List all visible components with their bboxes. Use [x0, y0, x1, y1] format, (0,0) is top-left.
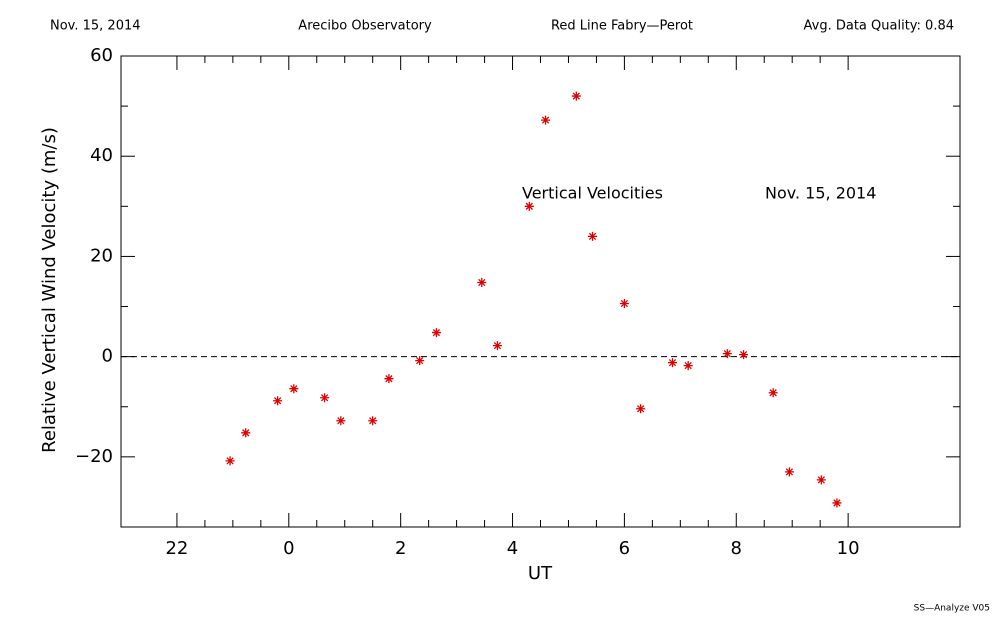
y-tick-label: 60 — [90, 45, 113, 66]
data-point — [832, 498, 842, 508]
data-point — [816, 475, 826, 485]
data-point — [588, 231, 598, 241]
x-tick-label: 10 — [837, 538, 860, 559]
data-point — [225, 456, 235, 466]
plot-frame — [120, 55, 961, 528]
data-point — [784, 467, 794, 477]
x-tick-label: 0 — [283, 538, 294, 559]
x-tick-label: 2 — [395, 538, 406, 559]
data-point — [384, 374, 394, 384]
data-point — [273, 396, 283, 406]
data-point — [431, 328, 441, 338]
x-tick-label: 8 — [731, 538, 742, 559]
data-point — [571, 91, 581, 101]
y-tick-label: −20 — [75, 446, 113, 467]
x-tick-label: 4 — [507, 538, 518, 559]
data-point — [668, 358, 678, 368]
data-point — [683, 361, 693, 371]
y-axis-label: Relative Vertical Wind Velocity (m/s) — [39, 127, 60, 453]
data-point — [722, 349, 732, 359]
header-instrument: Red Line Fabry—Perot — [551, 19, 693, 34]
header-site: Arecibo Observatory — [298, 19, 432, 34]
data-point — [492, 341, 502, 351]
data-point — [320, 393, 330, 403]
data-point — [541, 115, 551, 125]
footer: SS—Analyze V05 — [914, 604, 990, 614]
data-point — [739, 350, 749, 360]
x-tick-label: 6 — [619, 538, 630, 559]
x-tick-label: 22 — [165, 538, 188, 559]
data-point — [619, 299, 629, 309]
annotation: Vertical Velocities — [522, 184, 663, 203]
y-tick-label: 40 — [90, 145, 113, 166]
data-point — [636, 404, 646, 414]
header-quality: Avg. Data Quality: 0.84 — [804, 19, 954, 34]
data-point — [477, 277, 487, 287]
y-tick-label: 0 — [102, 346, 113, 367]
data-point — [336, 416, 346, 426]
data-point — [768, 388, 778, 398]
data-point — [289, 384, 299, 394]
data-point — [415, 356, 425, 366]
data-point — [368, 416, 378, 426]
data-point — [241, 428, 251, 438]
x-axis-label: UT — [528, 563, 553, 584]
data-point — [524, 201, 534, 211]
annotation: Nov. 15, 2014 — [765, 184, 876, 203]
y-tick-label: 20 — [90, 245, 113, 266]
header-date: Nov. 15, 2014 — [50, 19, 141, 34]
